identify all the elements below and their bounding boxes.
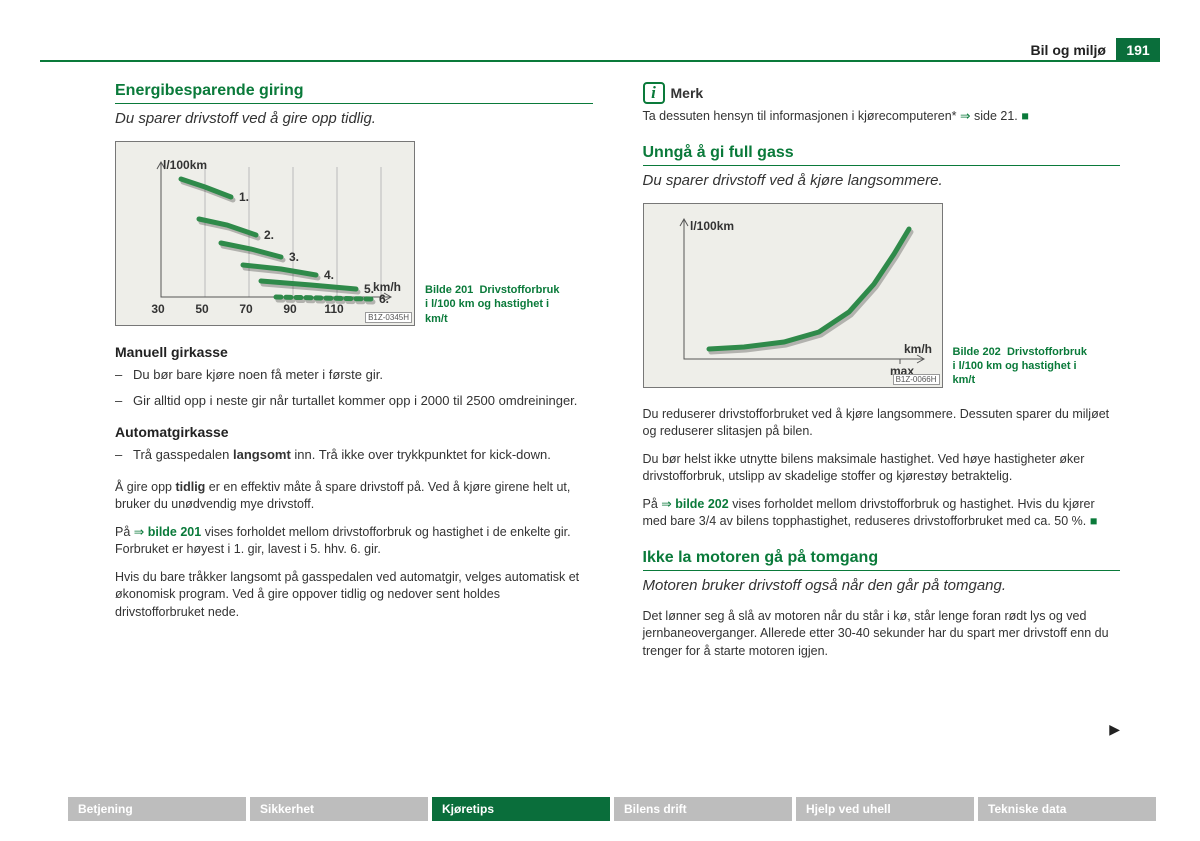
figure-202-row: l/100kmkm/hmax B1Z-0066H Bilde 202 Drivs… — [643, 203, 1121, 388]
note-text: Ta dessuten hensyn til informasjonen i k… — [643, 108, 1121, 126]
page-number: 191 — [1116, 38, 1160, 62]
svg-text:90: 90 — [283, 302, 297, 316]
svg-text:110: 110 — [324, 302, 344, 316]
text: På — [115, 525, 134, 539]
text: Ta dessuten hensyn til informasjonen i k… — [643, 109, 961, 123]
para-bilde202: På ⇒ bilde 202 vises forholdet mellom dr… — [643, 496, 1121, 531]
heading-manuell: Manuell girkasse — [115, 344, 593, 360]
header-rule — [40, 60, 1160, 62]
section-title: Bil og miljø — [1031, 42, 1106, 58]
para-reduserer: Du reduserer drivstofforbruket ved å kjø… — [643, 406, 1121, 441]
subtitle-fullgass: Du sparer drivstoff ved å kjøre langsomm… — [643, 172, 1121, 189]
end-square-icon: ■ — [1021, 109, 1029, 123]
svg-text:km/h: km/h — [904, 342, 932, 356]
figure-202-caption-prefix: Bilde 202 — [953, 346, 1001, 358]
note-label: Merk — [671, 85, 704, 101]
svg-text:3.: 3. — [289, 250, 299, 264]
arrow-icon: ⇒ — [134, 525, 148, 539]
tab-bilensdrift[interactable]: Bilens drift — [614, 797, 792, 821]
list-item-text: Trå gasspedalen langsomt inn. Trå ikke o… — [133, 446, 551, 464]
svg-text:5.: 5. — [364, 282, 374, 296]
running-head: Bil og miljø 191 — [1031, 38, 1160, 62]
tab-tekniske[interactable]: Tekniske data — [978, 797, 1156, 821]
list-item: – Trå gasspedalen langsomt inn. Trå ikke… — [115, 446, 593, 464]
text: På — [643, 497, 662, 511]
info-icon: i — [643, 82, 665, 104]
note-row: i Merk — [643, 82, 1121, 104]
tab-betjening[interactable]: Betjening — [68, 797, 246, 821]
svg-text:4.: 4. — [324, 268, 334, 282]
figure-202-code: B1Z-0066H — [893, 374, 940, 385]
left-column: Energibesparende giring Du sparer drivst… — [115, 82, 593, 670]
svg-text:6.: 6. — [379, 292, 389, 306]
manual-list: –Du bør bare kjøre noen få meter i først… — [115, 366, 593, 410]
svg-text:l/100km: l/100km — [163, 158, 207, 172]
arrow-icon: ⇒ — [661, 497, 675, 511]
para-maksimale: Du bør helst ikke utnytte bilens maksima… — [643, 451, 1121, 486]
text: Trå gasspedalen — [133, 447, 233, 462]
figure-202-caption: Bilde 202 Drivstofforbruk i l/100 km og … — [953, 345, 1093, 388]
text: Å gire opp — [115, 480, 175, 494]
link-bilde202[interactable]: bilde 202 — [675, 497, 729, 511]
subtitle-left: Du sparer drivstoff ved å gire opp tidli… — [115, 110, 593, 127]
list-item: –Gir alltid opp i neste gir når turtalle… — [115, 392, 593, 410]
figure-201: l/100kmkm/h305070901101.2.3.4.5.6. B1Z-0… — [115, 141, 415, 326]
tab-kjoretips[interactable]: Kjøretips — [432, 797, 610, 821]
arrow-icon: ⇒ — [960, 109, 970, 123]
figure-202: l/100kmkm/hmax B1Z-0066H — [643, 203, 943, 388]
heading-energibesparende: Energibesparende giring — [115, 82, 593, 104]
para-tomgang: Det lønner seg å slå av motoren når du s… — [643, 608, 1121, 661]
svg-text:2.: 2. — [264, 228, 274, 242]
list-item: –Du bør bare kjøre noen få meter i først… — [115, 366, 593, 384]
svg-text:50: 50 — [195, 302, 209, 316]
svg-text:1.: 1. — [239, 190, 249, 204]
continue-arrow-icon: ▶ — [1109, 721, 1120, 738]
para-bilde201: På ⇒ bilde 201 vises forholdet mellom dr… — [115, 524, 593, 559]
heading-automat: Automatgirkasse — [115, 424, 593, 440]
heading-fullgass: Unngå å gi full gass — [643, 144, 1121, 166]
para-automat: Hvis du bare tråkker langsomt på gassped… — [115, 569, 593, 622]
link-bilde201[interactable]: bilde 201 — [148, 525, 202, 539]
figure-201-caption: Bilde 201 Drivstofforbruk i l/100 km og … — [425, 283, 565, 326]
figure-201-code: B1Z-0345H — [365, 312, 412, 323]
end-square-icon: ■ — [1090, 514, 1098, 528]
svg-text:l/100km: l/100km — [690, 219, 734, 233]
right-column: i Merk Ta dessuten hensyn til informasjo… — [643, 82, 1121, 670]
auto-list: – Trå gasspedalen langsomt inn. Trå ikke… — [115, 446, 593, 464]
text-bold: langsomt — [233, 447, 291, 462]
list-item-text: Gir alltid opp i neste gir når turtallet… — [133, 392, 577, 410]
figure-201-caption-prefix: Bilde 201 — [425, 284, 473, 296]
figure-201-row: l/100kmkm/h305070901101.2.3.4.5.6. B1Z-0… — [115, 141, 593, 326]
footer-tabs: Betjening Sikkerhet Kjøretips Bilens dri… — [68, 797, 1160, 821]
para-tidlig: Å gire opp tidlig er en effektiv måte å … — [115, 479, 593, 514]
list-item-text: Du bør bare kjøre noen få meter i første… — [133, 366, 383, 384]
text: inn. Trå ikke over trykkpunktet for kick… — [291, 447, 551, 462]
subtitle-tomgang: Motoren bruker drivstoff også når den gå… — [643, 577, 1121, 594]
svg-text:70: 70 — [239, 302, 253, 316]
text-bold: tidlig — [175, 480, 205, 494]
tab-sikkerhet[interactable]: Sikkerhet — [250, 797, 428, 821]
tab-hjelp[interactable]: Hjelp ved uhell — [796, 797, 974, 821]
text: side 21. — [971, 109, 1018, 123]
heading-tomgang: Ikke la motoren gå på tomgang — [643, 549, 1121, 571]
svg-text:30: 30 — [151, 302, 165, 316]
page-content: Energibesparende giring Du sparer drivst… — [115, 82, 1120, 670]
